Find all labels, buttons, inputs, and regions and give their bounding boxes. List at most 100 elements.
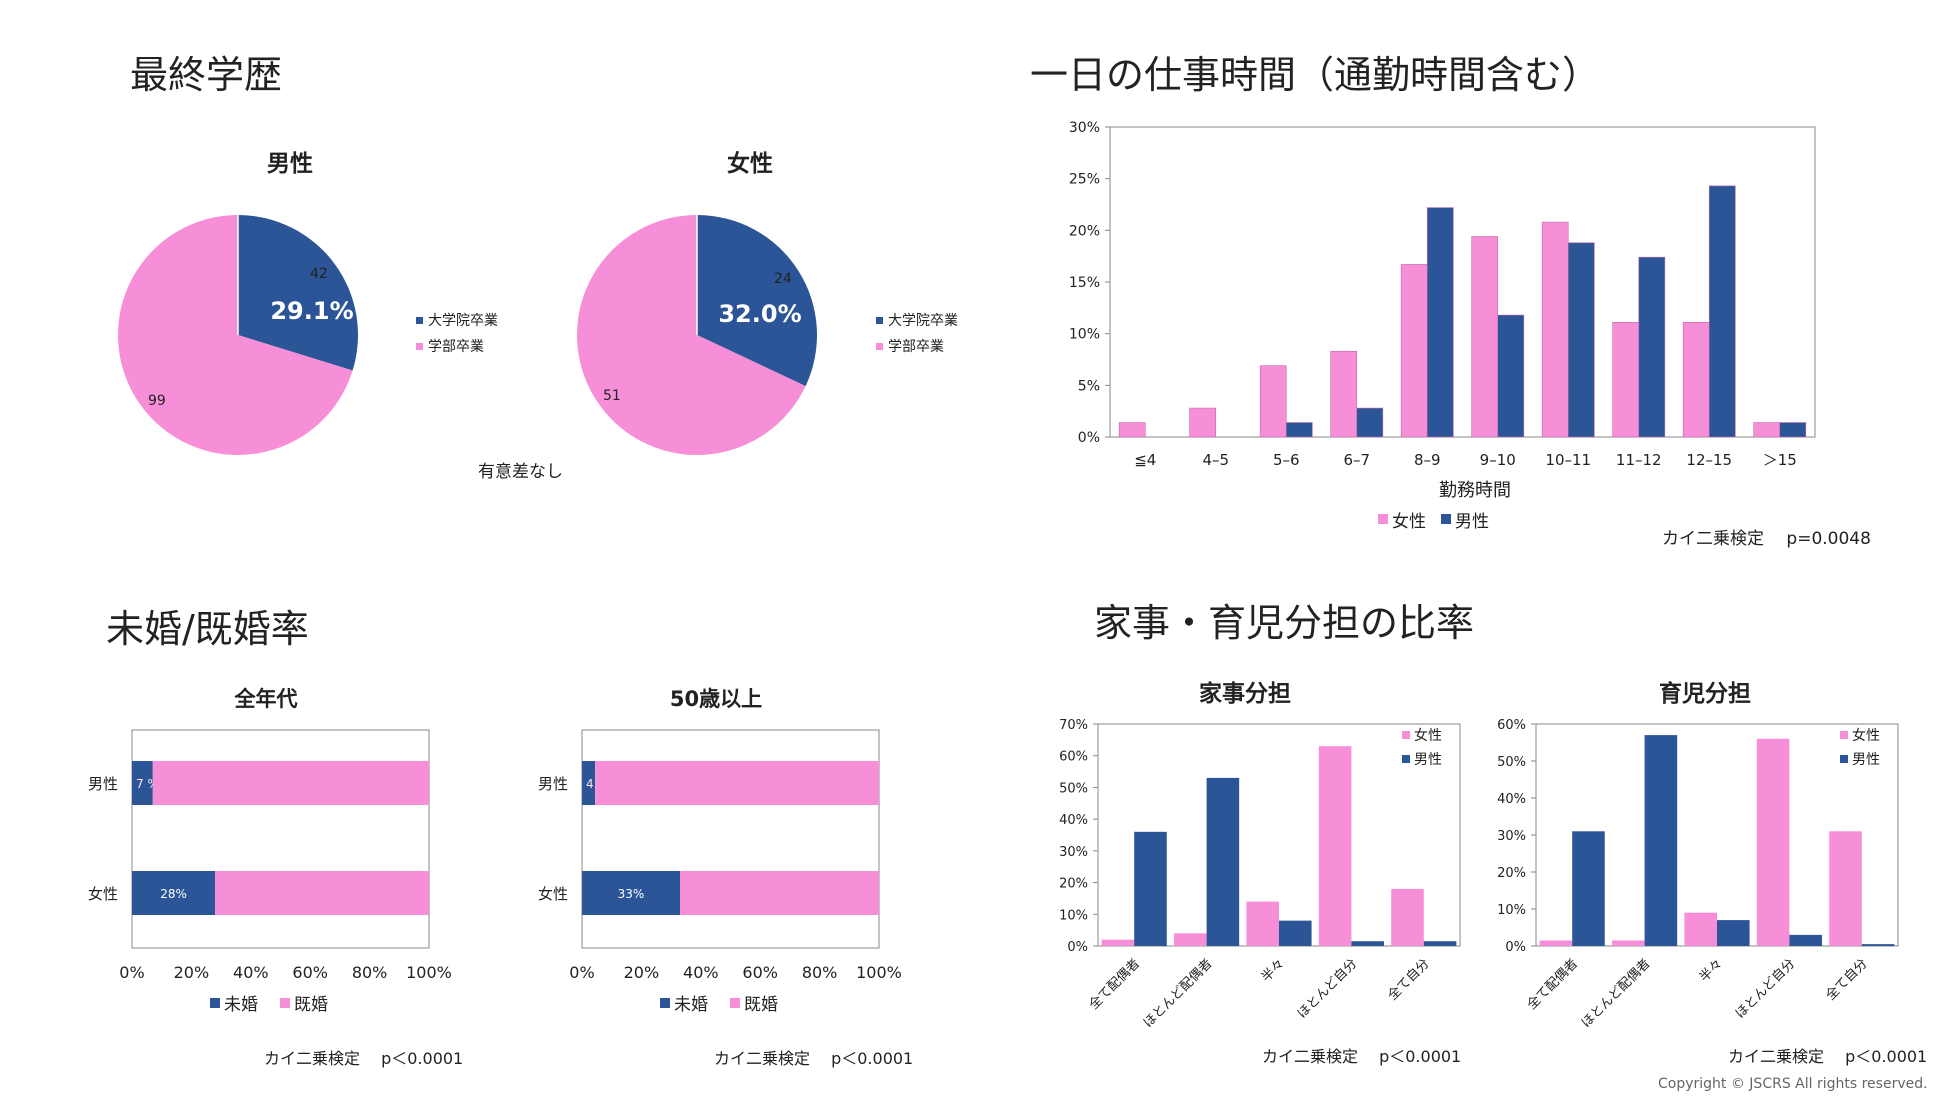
bar-housework-0-3 (1318, 746, 1352, 946)
x-tick-label-work_hours-0: ≦4 (1134, 451, 1156, 469)
chart-title-marital-all: 全年代 (234, 687, 298, 711)
legend-label-edu_male-1: 学部卒業 (428, 339, 484, 355)
note-childcare: カイ二乗検定 p＜0.0001 (1728, 1047, 1928, 1066)
bar-housework-1-0 (1134, 831, 1167, 946)
y-tick-label-childcare-3: 30% (1497, 829, 1526, 844)
x-tick-label-childcare-3: ほとんど自分 (1733, 956, 1798, 1021)
pie-slice-edu_female-0 (697, 215, 817, 387)
y-tick-label-marital_all-1: 女性 (88, 885, 118, 903)
x-tick-label-marital_50-5: 100% (856, 963, 902, 982)
bar-work_hours-1-8 (1708, 185, 1736, 438)
x-tick-label-housework-3: ほとんど自分 (1295, 956, 1360, 1021)
x-tick-label-marital_all-4: 80% (352, 963, 388, 982)
x-tick-label-marital_all-5: 100% (406, 963, 452, 982)
legend-label-edu_female-1: 学部卒業 (888, 339, 944, 355)
x-tick-label-marital_50-2: 40% (683, 963, 719, 982)
x-tick-label-housework-1: ほとんど配偶者 (1141, 956, 1216, 1031)
section-title-marital: 未婚/既婚率 (106, 607, 309, 651)
bar-housework-1-3 (1351, 941, 1384, 946)
legend-label-marital_50-1: 既婚 (744, 995, 778, 1015)
pie-slice-edu_male-0 (238, 215, 358, 371)
bar-work_hours-1-5 (1497, 314, 1525, 438)
bar-work_hours-0-0 (1118, 422, 1146, 438)
bar-marital_all-1-0 (152, 761, 430, 805)
bar-work_hours-0-5 (1471, 236, 1499, 438)
y-tick-label-work_hours-5: 25% (1069, 172, 1100, 188)
legend-label-childcare-1: 男性 (1852, 752, 1880, 768)
y-tick-label-childcare-4: 40% (1497, 792, 1526, 807)
pie-value-label-edu_female-1: 51 (603, 388, 621, 404)
bar-marital_all-1-1 (215, 871, 429, 915)
bar-childcare-0-4 (1829, 831, 1862, 946)
y-tick-label-marital_all-0: 男性 (88, 775, 118, 793)
y-tick-label-housework-0: 0% (1067, 940, 1088, 955)
bar-work_hours-1-2 (1285, 422, 1313, 438)
bar-marital_50-1-1 (680, 871, 879, 915)
bar-childcare-0-0 (1539, 940, 1573, 946)
copyright: Copyright © JSCRS All rights reserved. (1658, 1076, 1928, 1092)
legend-swatch-edu_male-1 (416, 343, 423, 350)
y-tick-label-housework-5: 50% (1059, 781, 1088, 796)
note-marital-50: カイ二乗検定 p＜0.0001 (714, 1049, 914, 1068)
section-title-work-hours: 一日の仕事時間（通勤時間含む） (1030, 53, 1601, 97)
bar-marital_50-0-1 (582, 871, 681, 915)
legend-swatch-childcare-0 (1840, 731, 1848, 739)
legend-swatch-marital_50-0 (660, 998, 670, 1008)
y-tick-label-marital_50-1: 女性 (538, 885, 568, 903)
x-tick-label-housework-0: 全て配偶者 (1086, 956, 1143, 1013)
bar-work_hours-0-4 (1400, 264, 1428, 438)
legend-label-housework-1: 男性 (1414, 752, 1442, 768)
legend-swatch-marital_all-0 (210, 998, 220, 1008)
bar-housework-0-0 (1101, 939, 1135, 946)
bar-childcare-1-3 (1789, 934, 1822, 946)
y-tick-label-work_hours-4: 20% (1069, 223, 1100, 239)
x-tick-label-childcare-0: 全て配偶者 (1524, 956, 1581, 1013)
y-tick-label-marital_50-0: 男性 (538, 775, 568, 793)
bar-work_hours-0-9 (1753, 422, 1781, 438)
legend-label-childcare-0: 女性 (1852, 727, 1880, 744)
y-tick-label-housework-2: 20% (1059, 877, 1088, 892)
legend-label-marital_all-1: 既婚 (294, 995, 328, 1015)
legend-label-work-hours-0: 女性 (1392, 512, 1426, 532)
legend-label-marital_all-0: 未婚 (224, 995, 258, 1015)
x-tick-label-marital_all-0: 0% (119, 963, 144, 982)
legend-swatch-housework-0 (1402, 731, 1410, 739)
pie-slice-edu_male-1 (118, 215, 353, 455)
bar-work_hours-1-4 (1426, 207, 1454, 438)
bar-housework-0-1 (1174, 933, 1207, 946)
bar-childcare-1-2 (1717, 920, 1750, 946)
note-marital-all: カイ二乗検定 p＜0.0001 (264, 1049, 464, 1068)
y-tick-label-housework-3: 30% (1059, 845, 1088, 860)
x-tick-label-marital_50-4: 80% (802, 963, 838, 982)
y-tick-label-housework-4: 40% (1059, 813, 1088, 828)
legend-label-edu_male-0: 大学院卒業 (428, 313, 498, 329)
bar-housework-1-4 (1423, 941, 1457, 946)
x-tick-label-work_hours-9: ＞15 (1763, 451, 1797, 469)
chart-title-housework: 家事分担 (1199, 681, 1291, 707)
bar-work_hours-1-7 (1638, 256, 1666, 438)
bar-childcare-1-4 (1861, 944, 1895, 946)
note-work-hours: カイ二乗検定 p=0.0048 (1662, 529, 1871, 549)
bar-housework-0-4 (1391, 888, 1424, 946)
pie-center-label-edu_male: 29.1% (270, 297, 353, 325)
y-tick-label-work_hours-3: 15% (1069, 275, 1100, 291)
y-tick-label-childcare-6: 60% (1497, 718, 1526, 733)
chart-title-childcare: 育児分担 (1659, 681, 1751, 707)
bar-housework-0-2 (1246, 901, 1279, 946)
bar-work_hours-0-1 (1189, 407, 1217, 438)
x-tick-label-housework-4: 全て自分 (1385, 956, 1433, 1004)
y-tick-label-work_hours-6: 30% (1069, 120, 1100, 136)
bar-childcare-0-3 (1756, 738, 1790, 946)
bar-childcare-0-2 (1684, 912, 1717, 946)
bar-label-marital_all-0-1: 28% (160, 887, 187, 901)
legend-label-edu_female-0: 大学院卒業 (888, 313, 958, 329)
legend-label-marital_50-0: 未婚 (674, 995, 708, 1015)
chart-title-edu-male: 男性 (267, 151, 313, 177)
bar-housework-1-2 (1279, 920, 1312, 946)
bar-housework-1-1 (1206, 777, 1240, 946)
x-tick-label-work_hours-8: 12–15 (1686, 451, 1732, 469)
legend-swatch-work-hours-0 (1378, 514, 1388, 524)
legend-swatch-marital_all-1 (280, 998, 290, 1008)
legend-label-work-hours-1: 男性 (1455, 512, 1489, 532)
legend-swatch-edu_female-1 (876, 343, 883, 350)
